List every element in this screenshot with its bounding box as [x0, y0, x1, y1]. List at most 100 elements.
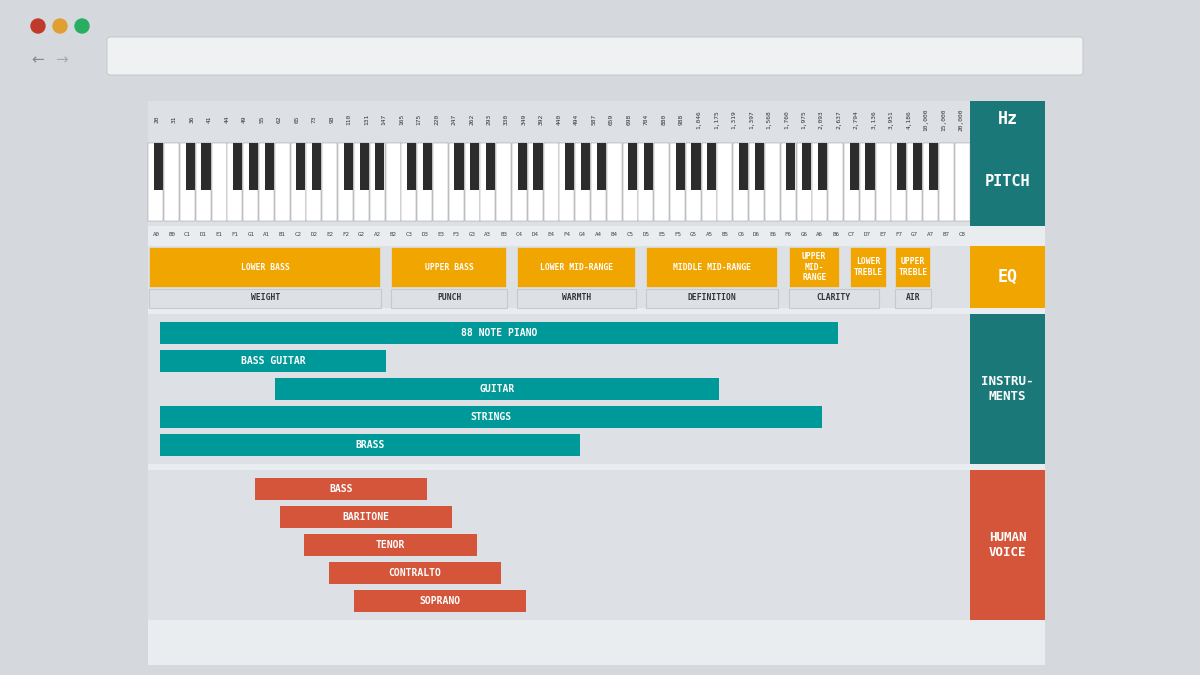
Text: E2: E2	[326, 232, 334, 238]
Text: 131: 131	[364, 114, 370, 125]
Text: A2: A2	[373, 232, 380, 238]
Bar	[844, 143, 859, 221]
Bar	[354, 143, 368, 221]
Bar	[323, 143, 337, 221]
Bar	[850, 247, 887, 288]
Text: PUNCH: PUNCH	[437, 294, 462, 302]
Text: LOWER
TREBLE: LOWER TREBLE	[854, 257, 883, 277]
Bar	[686, 143, 701, 221]
Bar	[233, 143, 242, 190]
Bar	[970, 246, 1045, 308]
Text: 659: 659	[608, 114, 614, 125]
Text: BASS GUITAR: BASS GUITAR	[241, 356, 306, 366]
Bar	[422, 143, 432, 190]
Text: C7: C7	[848, 232, 854, 238]
Bar	[312, 143, 322, 190]
Text: G4: G4	[580, 232, 587, 238]
Text: 880: 880	[661, 114, 666, 125]
Text: LOWER BASS: LOWER BASS	[241, 263, 289, 271]
Text: D7: D7	[864, 232, 871, 238]
Bar	[544, 143, 559, 221]
Text: E1: E1	[216, 232, 223, 238]
Text: A7: A7	[926, 232, 934, 238]
Bar	[149, 143, 163, 221]
Text: 988: 988	[679, 114, 684, 125]
Bar	[385, 143, 401, 221]
Text: 55: 55	[259, 115, 264, 124]
Text: D6: D6	[754, 232, 760, 238]
Text: D5: D5	[642, 232, 649, 238]
Bar	[629, 143, 637, 190]
Circle shape	[31, 19, 46, 33]
Bar	[788, 247, 840, 288]
Bar	[739, 143, 748, 190]
Text: B7: B7	[943, 232, 949, 238]
Text: D1: D1	[200, 232, 206, 238]
Bar	[797, 143, 811, 221]
Text: CONTRALTO: CONTRALTO	[389, 568, 442, 578]
Text: 330: 330	[504, 114, 509, 125]
Bar	[623, 143, 637, 221]
Bar	[781, 143, 796, 221]
Text: 220: 220	[434, 114, 439, 125]
Text: 20,000: 20,000	[959, 108, 964, 131]
Bar	[343, 143, 353, 190]
Bar	[749, 143, 764, 221]
Bar	[512, 143, 527, 221]
Bar	[148, 470, 970, 620]
Bar	[254, 478, 427, 500]
Text: F5: F5	[674, 232, 682, 238]
Text: D2: D2	[311, 232, 318, 238]
Text: 88 NOTE PIANO: 88 NOTE PIANO	[461, 328, 538, 338]
Text: UPPER
MID-
RANGE: UPPER MID- RANGE	[802, 252, 827, 282]
Text: Hz: Hz	[997, 111, 1018, 128]
Text: B0: B0	[168, 232, 175, 238]
Text: 3,136: 3,136	[871, 110, 876, 129]
Text: F6: F6	[785, 232, 792, 238]
Bar	[970, 101, 1045, 138]
Text: LOWER MID-RANGE: LOWER MID-RANGE	[540, 263, 613, 271]
Text: PITCH: PITCH	[985, 175, 1031, 190]
Text: 3,951: 3,951	[889, 110, 894, 129]
Text: 44: 44	[224, 115, 229, 124]
Text: C2: C2	[295, 232, 301, 238]
Text: 31: 31	[172, 115, 176, 124]
Bar	[923, 143, 938, 221]
Bar	[786, 143, 796, 190]
Bar	[464, 143, 480, 221]
Bar	[565, 143, 574, 190]
Text: 2,093: 2,093	[818, 110, 824, 129]
Text: B4: B4	[611, 232, 618, 238]
Bar	[304, 534, 476, 556]
Text: 1,175: 1,175	[714, 110, 719, 129]
Bar	[718, 143, 732, 221]
Bar	[455, 143, 463, 190]
Bar	[149, 247, 382, 288]
Text: 494: 494	[574, 114, 578, 125]
Text: AIR: AIR	[906, 294, 920, 302]
Text: C3: C3	[406, 232, 413, 238]
Text: DEFINITION: DEFINITION	[688, 294, 737, 302]
Bar	[148, 101, 1045, 665]
Bar	[638, 143, 654, 221]
Text: 698: 698	[626, 114, 631, 125]
Text: 1,975: 1,975	[802, 110, 806, 129]
Bar	[764, 143, 780, 221]
Text: WEIGHT: WEIGHT	[251, 294, 280, 302]
Text: 392: 392	[539, 114, 544, 125]
Text: 247: 247	[451, 114, 456, 125]
Text: 147: 147	[382, 114, 386, 125]
Bar	[354, 590, 526, 612]
Bar	[676, 143, 685, 190]
Bar	[707, 143, 716, 190]
Bar	[149, 289, 382, 308]
Bar	[691, 143, 701, 190]
Text: G1: G1	[247, 232, 254, 238]
Text: SOPRANO: SOPRANO	[419, 596, 461, 606]
Text: UPPER BASS: UPPER BASS	[425, 263, 474, 271]
Bar	[275, 143, 290, 221]
Bar	[644, 143, 653, 190]
Text: 2,637: 2,637	[836, 110, 841, 129]
Bar	[895, 247, 931, 288]
Bar	[164, 143, 179, 221]
